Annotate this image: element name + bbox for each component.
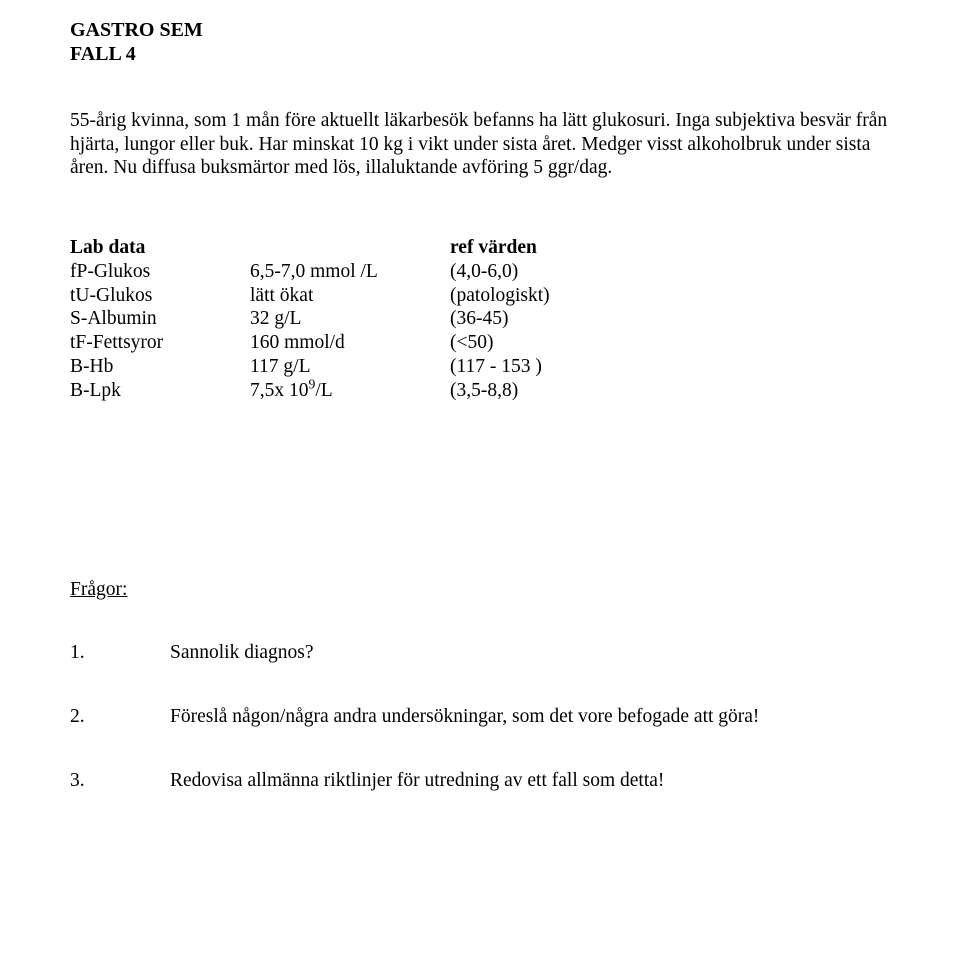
- cell-param: S-Albumin: [70, 307, 250, 331]
- header-line-2: FALL 4: [70, 42, 890, 66]
- cell-param: B-Hb: [70, 355, 250, 379]
- cell-value: lätt ökat: [250, 284, 450, 308]
- cell-value: 117 g/L: [250, 355, 450, 379]
- questions-heading: Frågor:: [70, 578, 890, 602]
- question-number: 1.: [70, 641, 170, 665]
- cell-ref: (36-45): [450, 307, 690, 331]
- table-header-ref: ref värden: [450, 236, 690, 260]
- cell-ref: (3,5-8,8): [450, 379, 690, 403]
- table-header-empty: [250, 236, 450, 260]
- table-row: fP-Glukos 6,5-7,0 mmol /L (4,0-6,0): [70, 260, 890, 284]
- question-row: 2. Föreslå någon/några andra undersöknin…: [70, 705, 890, 729]
- lab-data-table: Lab data ref värden fP-Glukos 6,5-7,0 mm…: [70, 236, 890, 402]
- cell-value: 160 mmol/d: [250, 331, 450, 355]
- table-row: B-Lpk 7,5x 109/L (3,5-8,8): [70, 379, 890, 403]
- question-row: 3. Redovisa allmänna riktlinjer för utre…: [70, 769, 890, 793]
- cell-ref: (4,0-6,0): [450, 260, 690, 284]
- question-text: Föreslå någon/några andra undersökningar…: [170, 705, 890, 729]
- table-row: S-Albumin 32 g/L (36-45): [70, 307, 890, 331]
- cell-value: 6,5-7,0 mmol /L: [250, 260, 450, 284]
- cell-param: tF-Fettsyror: [70, 331, 250, 355]
- cell-ref: (patologiskt): [450, 284, 690, 308]
- table-row: B-Hb 117 g/L (117 - 153 ): [70, 355, 890, 379]
- case-paragraph: 55-årig kvinna, som 1 mån före aktuellt …: [70, 109, 890, 180]
- cell-value-pre: 7,5x 10: [250, 380, 309, 401]
- question-text: Redovisa allmänna riktlinjer för utredni…: [170, 769, 890, 793]
- question-number: 3.: [70, 769, 170, 793]
- question-row: 1. Sannolik diagnos?: [70, 641, 890, 665]
- cell-ref: (117 - 153 ): [450, 355, 690, 379]
- cell-value-post: /L: [315, 380, 332, 401]
- header-line-1: GASTRO SEM: [70, 18, 890, 42]
- document-page: GASTRO SEM FALL 4 55-årig kvinna, som 1 …: [0, 0, 960, 960]
- table-header-labdata: Lab data: [70, 236, 250, 260]
- table-row: tF-Fettsyror 160 mmol/d (<50): [70, 331, 890, 355]
- cell-param: B-Lpk: [70, 379, 250, 403]
- table-row: tU-Glukos lätt ökat (patologiskt): [70, 284, 890, 308]
- cell-param: tU-Glukos: [70, 284, 250, 308]
- cell-param: fP-Glukos: [70, 260, 250, 284]
- question-text: Sannolik diagnos?: [170, 641, 890, 665]
- question-number: 2.: [70, 705, 170, 729]
- cell-ref: (<50): [450, 331, 690, 355]
- cell-value: 7,5x 109/L: [250, 379, 450, 403]
- table-header-row: Lab data ref värden: [70, 236, 890, 260]
- cell-value: 32 g/L: [250, 307, 450, 331]
